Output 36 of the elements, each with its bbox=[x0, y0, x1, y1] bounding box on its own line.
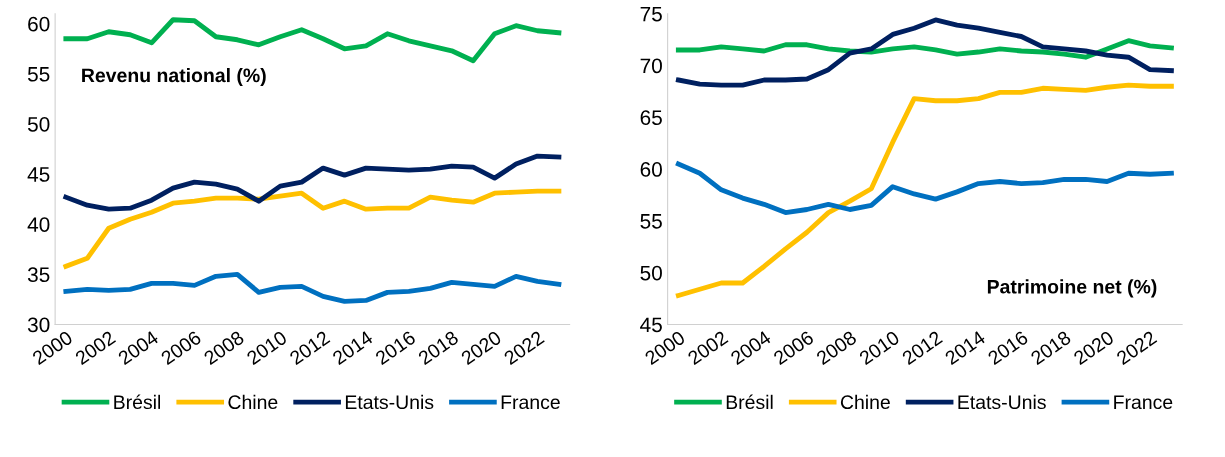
legend-label: Brésil bbox=[726, 394, 773, 410]
x-tick-label: 2020 bbox=[1072, 330, 1115, 366]
y-tick-label: 45 bbox=[640, 317, 662, 333]
line-series bbox=[675, 17, 1174, 88]
y-tick-label: 45 bbox=[27, 167, 50, 182]
legend-label: Chine bbox=[840, 394, 890, 410]
annotation: Patrimoine net (%) bbox=[987, 279, 1157, 298]
line-series bbox=[63, 188, 562, 269]
legend-label: France bbox=[1114, 395, 1173, 410]
line-series bbox=[675, 82, 1174, 298]
y-tick-label: 75 bbox=[640, 6, 662, 22]
y-tick-label: 55 bbox=[27, 67, 50, 82]
y-tick-label: 55 bbox=[640, 214, 662, 229]
y-tick-label: 60 bbox=[640, 162, 662, 177]
legend-label: Etats-Unis bbox=[345, 394, 434, 410]
legend-label: Chine bbox=[228, 394, 278, 410]
line-series bbox=[63, 153, 562, 212]
y-tick-label: 50 bbox=[640, 265, 662, 281]
x-tick-label: 2010 bbox=[245, 330, 288, 366]
y-tick-label: 50 bbox=[27, 116, 50, 132]
line-series bbox=[675, 161, 1174, 216]
y-tick-label: 60 bbox=[28, 16, 50, 32]
x-tick-label: 2020 bbox=[460, 330, 503, 366]
y-tick-label: 70 bbox=[640, 58, 662, 74]
annotation: Revenu national (%) bbox=[82, 67, 266, 87]
legend-label: Brésil bbox=[114, 394, 161, 410]
line-series bbox=[63, 271, 562, 304]
y-tick-label: 65 bbox=[640, 110, 662, 126]
x-tick-label: 2010 bbox=[858, 330, 901, 366]
y-tick-label: 35 bbox=[27, 267, 50, 283]
y-tick-label: 30 bbox=[27, 317, 50, 333]
legend-label: Etats-Unis bbox=[958, 394, 1046, 410]
y-tick-label: 40 bbox=[27, 217, 50, 232]
legend-label: France bbox=[501, 395, 560, 410]
line-series bbox=[675, 38, 1174, 60]
line-series bbox=[63, 17, 562, 64]
